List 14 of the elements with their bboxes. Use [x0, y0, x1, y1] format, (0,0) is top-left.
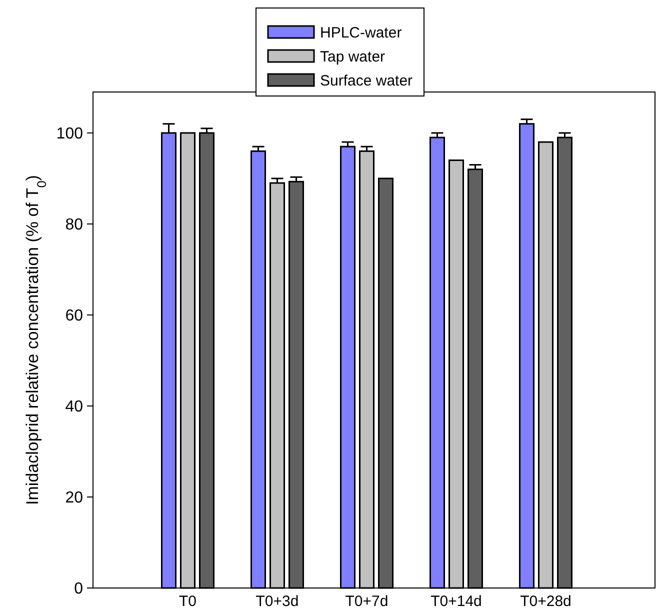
x-tick-label: T0+14d [430, 593, 482, 610]
x-tick-label: T0+28d [520, 593, 572, 610]
y-tick-label: 80 [65, 216, 84, 234]
y-tick-label: 60 [65, 308, 84, 325]
y-tick-label: 100 [56, 126, 84, 143]
legend-label: Surface water [320, 72, 413, 90]
x-tick-label: T0 [178, 593, 197, 610]
x-tick-label: T0+7d [345, 593, 388, 610]
y-tick-label: 40 [65, 398, 84, 416]
y-tick-label: 0 [74, 580, 84, 598]
legend-label: Tap water [320, 48, 386, 66]
x-tick-label: T0+3d [256, 593, 299, 610]
legend-label: HPLC-water [320, 24, 402, 42]
y-tick-label: 20 [65, 490, 84, 507]
